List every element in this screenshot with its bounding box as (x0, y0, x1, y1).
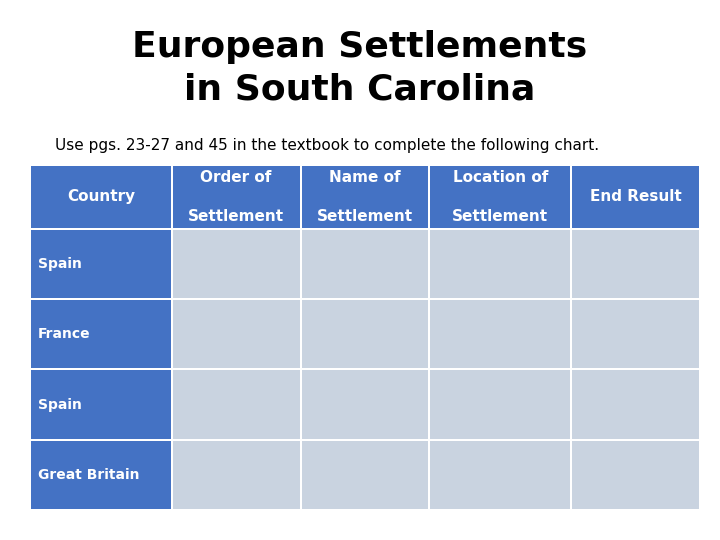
Bar (431, 300, 570, 368)
Bar (173, 166, 300, 228)
Text: Order of

Settlement: Order of Settlement (188, 170, 284, 224)
Bar (173, 441, 300, 509)
Bar (431, 441, 570, 509)
Bar (173, 230, 300, 298)
Bar (431, 166, 570, 228)
Bar (302, 166, 428, 228)
Bar (31, 230, 171, 298)
Bar (173, 370, 300, 438)
Bar (572, 300, 699, 368)
Text: Country: Country (67, 190, 135, 205)
Text: Great Britain: Great Britain (38, 468, 140, 482)
Text: End Result: End Result (590, 190, 681, 205)
Bar (302, 441, 428, 509)
Bar (572, 166, 699, 228)
Text: Use pgs. 23-27 and 45 in the textbook to complete the following chart.: Use pgs. 23-27 and 45 in the textbook to… (55, 138, 599, 153)
Bar (572, 441, 699, 509)
Bar (31, 370, 171, 438)
Text: Spain: Spain (38, 397, 82, 411)
Bar (572, 370, 699, 438)
Bar (173, 300, 300, 368)
Bar (31, 441, 171, 509)
Bar (302, 370, 428, 438)
Bar (431, 230, 570, 298)
Text: Location of

Settlement: Location of Settlement (452, 170, 549, 224)
Text: European Settlements
in South Carolina: European Settlements in South Carolina (132, 30, 588, 106)
Bar (31, 166, 171, 228)
Text: Spain: Spain (38, 257, 82, 271)
Bar (302, 230, 428, 298)
Text: Name of

Settlement: Name of Settlement (317, 170, 413, 224)
Bar (572, 230, 699, 298)
Bar (31, 300, 171, 368)
Bar (302, 300, 428, 368)
Bar (431, 370, 570, 438)
Text: France: France (38, 327, 91, 341)
